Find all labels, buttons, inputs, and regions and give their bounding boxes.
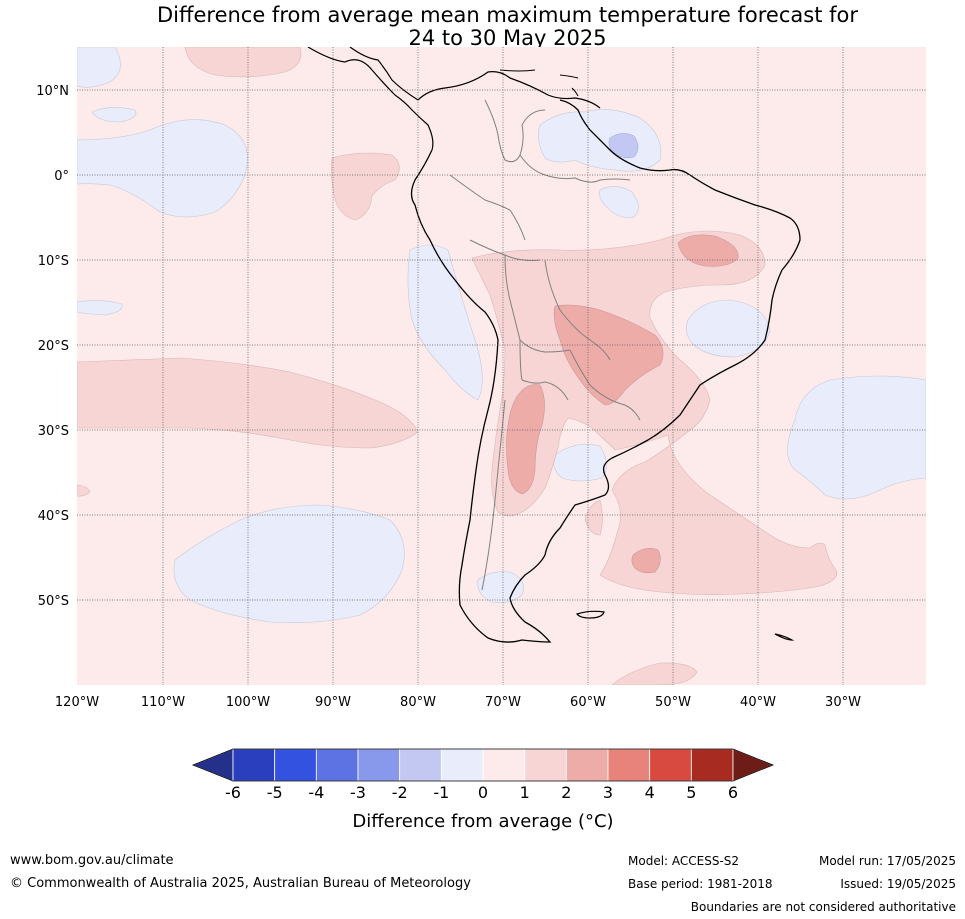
colorbar-tick-label: 5 <box>686 783 696 802</box>
lon-label: 90°W <box>315 695 351 710</box>
lat-label: 50°S <box>38 594 69 609</box>
anomaly-minus-region-peru-coast <box>407 244 483 401</box>
anomaly-minus-1-2-guiana <box>608 133 639 159</box>
lat-label: 10°N <box>36 84 69 99</box>
anomaly-minus-region-patagonia <box>477 571 524 603</box>
colorbar-tick-label: -2 <box>392 783 408 802</box>
footer-website: www.bom.gov.au/climate <box>10 853 174 868</box>
anomaly-plus-2-3-argentina-north <box>506 384 545 495</box>
colorbar-cell <box>315 748 359 782</box>
longitude-labels: 120°W 110°W 100°W 90°W 80°W 70°W 60°W 50… <box>55 695 861 710</box>
anomaly-minus-region-small-a <box>91 107 137 123</box>
anomaly-plus-2-3-bolivia-paraguay <box>553 304 664 406</box>
anomaly-minus-region-south-atlantic <box>787 375 926 500</box>
coastline-central-america-carib <box>349 47 601 109</box>
coastlines <box>307 47 801 643</box>
colorbar-cell <box>482 748 526 782</box>
colorbar-cell <box>232 748 276 782</box>
lon-label: 60°W <box>570 695 606 710</box>
colorbar-cell <box>440 748 484 782</box>
colorbar-cell <box>357 748 401 782</box>
lat-label: 0° <box>54 169 69 184</box>
lon-label: 50°W <box>655 695 691 710</box>
colorbar-tick-label: -6 <box>225 783 241 802</box>
anomaly-field <box>77 47 926 685</box>
coastline-south-america <box>410 99 801 643</box>
lon-label: 120°W <box>55 695 99 710</box>
lon-label: 110°W <box>141 695 185 710</box>
footer-copyright: © Commonwealth of Australia 2025, Austra… <box>10 876 471 891</box>
colorbar-cell <box>524 748 567 782</box>
colorbar-tick-label: -5 <box>267 783 283 802</box>
lat-label: 40°S <box>38 509 69 524</box>
colorbar-cell <box>274 748 317 782</box>
colorbar-cell <box>565 748 609 782</box>
lon-label: 70°W <box>485 695 521 710</box>
title-line-1: Difference from average mean maximum tem… <box>157 3 858 27</box>
footer-issued: Issued: 19/05/2025 <box>840 877 956 891</box>
anomaly-minus-region-small-b <box>77 300 123 316</box>
lon-label: 80°W <box>400 695 436 710</box>
anomaly-plus-1-2-galapagos <box>331 152 400 221</box>
colorbar-tick-label: -3 <box>350 783 366 802</box>
anomaly-minus-region-nw <box>77 47 121 88</box>
colorbar-label: Difference from average (°C) <box>352 811 613 832</box>
anomaly-plus-1-2-east-tip <box>584 499 603 536</box>
chart-title: Difference from average mean maximum tem… <box>0 4 965 50</box>
colorbar-tick-label: -1 <box>433 783 449 802</box>
colorbar-cell <box>649 748 692 782</box>
colorbar-tick-label: 1 <box>520 783 530 802</box>
colorbar-cell <box>399 748 442 782</box>
anomaly-plus-1-2-south <box>611 662 698 685</box>
anomaly-plus-1-2-small-pacific <box>77 484 91 497</box>
colorbar-arrow-high <box>732 748 775 782</box>
lon-label: 40°W <box>740 695 776 710</box>
anomaly-plus-2-3-ne-brazil <box>677 234 739 267</box>
gridlines <box>77 47 926 685</box>
footer-model-run: Model run: 17/05/2025 <box>818 854 956 868</box>
colorbar-cell <box>607 748 651 782</box>
footer-base-period: Base period: 1981-2018 <box>628 877 773 891</box>
lon-label: 100°W <box>226 695 270 710</box>
anomaly-minus-region-uruguay <box>553 444 607 482</box>
coastline-central-america <box>307 47 434 151</box>
colorbar-tick-label: 4 <box>645 783 655 802</box>
lat-label: 20°S <box>38 339 69 354</box>
anomaly-plus-1-2-north <box>184 47 302 78</box>
lat-label: 10°S <box>38 254 69 269</box>
colorbar-tick-label: -4 <box>308 783 324 802</box>
footer-model: Model: ACCESS-S2 <box>628 854 740 868</box>
lon-label: 30°W <box>825 695 861 710</box>
anomaly-minus-region-amazon-small <box>599 186 639 219</box>
latitude-labels: 10°N 0° 10°S 20°S 30°S 40°S 50°S <box>36 84 69 609</box>
colorbar-outline <box>191 748 775 782</box>
colorbar-arrow-low <box>191 748 234 782</box>
colorbar: -6 -5 -4 -3 -2 -1 0 1 2 3 4 5 6 Difference from aver… <box>191 748 775 832</box>
colorbar-tick-label: 0 <box>478 783 488 802</box>
colorbar-tick-label: 3 <box>603 783 613 802</box>
country-borders <box>449 99 641 591</box>
coastline-south-georgia <box>774 633 795 641</box>
colorbar-tick-label: 2 <box>561 783 571 802</box>
colorbar-tick-label: 6 <box>728 783 738 802</box>
colorbar-cell <box>690 748 734 782</box>
anomaly-minus-region-equatorial-pacific <box>77 119 248 218</box>
anomaly-minus-region-south-pacific <box>173 504 405 623</box>
title-line-2: 24 to 30 May 2025 <box>408 26 607 50</box>
lat-label: 30°S <box>38 424 69 439</box>
anomaly-plus-2-3-south-atlantic <box>631 548 661 574</box>
footer-disclaimer: Boundaries are not considered authoritat… <box>690 900 956 914</box>
coastline-falklands <box>576 610 605 619</box>
